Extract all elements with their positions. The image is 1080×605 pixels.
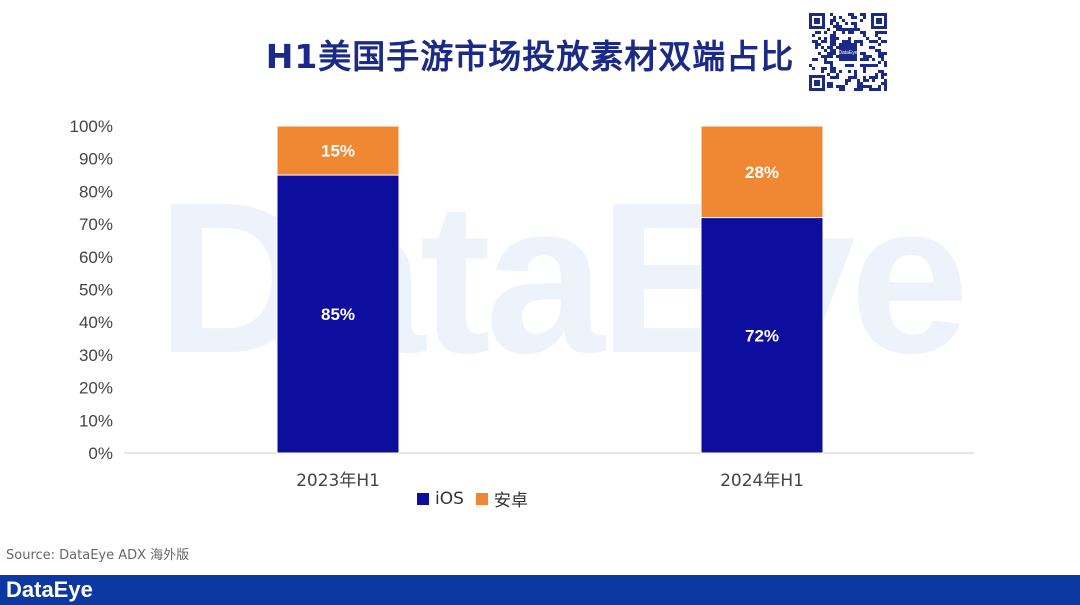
legend-label-android: 安卓: [493, 491, 528, 511]
qr-code: DataEye: [809, 13, 887, 91]
footer-bar: DataEye: [0, 575, 1080, 605]
data-label: 85%: [321, 305, 355, 324]
bar-segment-android: [700, 125, 824, 219]
legend-label-ios: iOS: [435, 488, 464, 509]
y-tick-label: 90%: [79, 150, 113, 169]
legend-item-ios: iOS: [417, 489, 464, 509]
x-category-label: 2024年H1: [720, 471, 804, 491]
legend-item-android: 安卓: [475, 486, 528, 511]
source-note: Source: DataEye ADX 海外版: [6, 548, 190, 563]
y-tick-label: 40%: [79, 313, 113, 332]
data-label: 15%: [321, 142, 355, 161]
y-tick-label: 70%: [79, 215, 113, 234]
bar-segment-android: [276, 125, 400, 176]
y-tick-label: 20%: [79, 379, 113, 398]
legend: iOS 安卓: [417, 486, 540, 511]
y-tick-label: 30%: [79, 346, 113, 365]
qr-logo-text: DataEye: [838, 50, 857, 56]
stacked-bar-chart: 0% 10% 20% 30% 40% 50% 60% 70% 80% 90% 100% 85% 15%…: [70, 117, 974, 491]
y-tick-label: 80%: [79, 182, 113, 201]
footer-logo: DataEye: [6, 577, 93, 602]
data-label: 72%: [745, 326, 779, 345]
legend-swatch-android: [475, 492, 488, 505]
data-label: 28%: [745, 163, 779, 182]
y-tick-label: 60%: [79, 248, 113, 267]
y-tick-label: 0%: [88, 444, 113, 463]
y-tick-label: 50%: [79, 281, 113, 300]
y-tick-label: 100%: [70, 117, 113, 136]
legend-swatch-ios: [417, 492, 429, 505]
bar-segment-ios: [276, 174, 400, 454]
x-category-label: 2023年H1: [296, 471, 380, 491]
bar-segment-ios: [700, 217, 824, 454]
y-tick-label: 10%: [79, 411, 113, 430]
chart-title: H1美国手游市场投放素材双端占比: [265, 37, 795, 76]
